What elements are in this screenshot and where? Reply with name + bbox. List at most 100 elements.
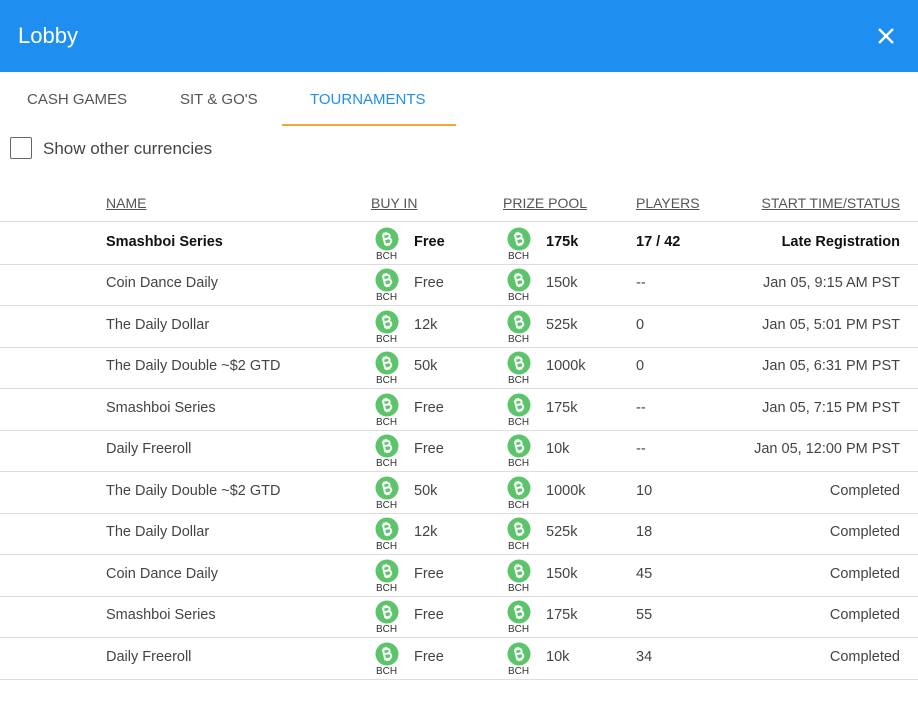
prize-pool: 175k (546, 399, 578, 416)
tab-active[interactable]: TOURNAMENTS (310, 91, 426, 108)
currency-icon (375, 476, 399, 500)
row-name[interactable]: The Daily Dollar (106, 524, 210, 541)
buy-in: Free (414, 648, 444, 665)
row-divider (0, 679, 918, 680)
currency-icon (375, 351, 399, 375)
row-name[interactable]: Smashboi Series (106, 607, 216, 624)
players: 45 (636, 565, 653, 582)
column-header[interactable]: BUY IN (371, 195, 418, 211)
status: Jan 05, 12:00 PM PST (754, 441, 900, 458)
players: 0 (636, 358, 645, 375)
row-name[interactable]: The Daily Double ~$2 GTD (106, 482, 281, 499)
players: 10 (636, 482, 653, 499)
currency-icon (507, 351, 531, 375)
currency-label: BCH (376, 250, 398, 262)
checkbox[interactable] (10, 137, 32, 159)
buy-in: Free (414, 233, 445, 250)
currency-label: BCH (508, 333, 530, 345)
status: Jan 05, 6:31 PM PST (762, 358, 900, 375)
status: Jan 05, 5:01 PM PST (762, 316, 900, 333)
currency-icon (507, 642, 531, 666)
currency-label: BCH (376, 375, 398, 387)
currency-label: BCH (508, 582, 530, 594)
row-divider (0, 471, 918, 472)
checkbox-label[interactable]: Show other currencies (43, 139, 213, 158)
buy-in: Free (414, 607, 444, 624)
currency-icon (375, 434, 399, 458)
buy-in: Free (414, 441, 444, 458)
players: 34 (636, 648, 653, 665)
prize-pool: 150k (546, 565, 578, 582)
row-name[interactable]: Coin Dance Daily (106, 275, 219, 292)
status: Jan 05, 7:15 PM PST (762, 399, 900, 416)
players: -- (636, 275, 646, 292)
buy-in: 12k (414, 316, 438, 333)
players: -- (636, 441, 646, 458)
prize-pool: 1000k (546, 482, 586, 499)
row-name[interactable]: Coin Dance Daily (106, 565, 219, 582)
row-divider (0, 347, 918, 348)
currency-label: BCH (508, 665, 530, 677)
prize-pool: 10k (546, 441, 570, 458)
currency-label: BCH (376, 665, 398, 677)
currency-icon (375, 310, 399, 334)
buy-in: Free (414, 399, 444, 416)
row-name[interactable]: The Daily Dollar (106, 316, 210, 333)
players: 55 (636, 607, 653, 624)
column-header[interactable]: NAME (106, 195, 147, 211)
tab-underline (282, 124, 456, 126)
currency-label: BCH (508, 541, 530, 553)
divider (0, 221, 918, 222)
tab[interactable]: SIT & GO'S (180, 91, 258, 108)
buy-in: Free (414, 275, 444, 292)
currency-icon (507, 517, 531, 541)
currency-icon (375, 642, 399, 666)
players: 18 (636, 524, 653, 541)
currency-label: BCH (508, 499, 530, 511)
currency-label: BCH (508, 624, 530, 636)
players: -- (636, 399, 646, 416)
status: Completed (829, 524, 900, 541)
row-name[interactable]: Daily Freeroll (106, 441, 192, 458)
row-name[interactable]: Daily Freeroll (106, 648, 192, 665)
players: 0 (636, 316, 645, 333)
row-divider (0, 596, 918, 597)
close-button[interactable] (877, 27, 895, 45)
currency-label: BCH (376, 458, 398, 470)
row-divider (0, 388, 918, 389)
currency-icon (375, 517, 399, 541)
window-title: Lobby (18, 23, 78, 48)
buy-in: 50k (414, 482, 438, 499)
row-name[interactable]: Smashboi Series (106, 233, 223, 250)
currency-icon (375, 600, 399, 624)
prize-pool: 175k (546, 607, 578, 624)
status: Completed (829, 482, 900, 499)
currency-icon (507, 476, 531, 500)
currency-label: BCH (376, 624, 398, 636)
currency-icon (375, 268, 399, 292)
row-divider (0, 430, 918, 431)
currency-icon (375, 559, 399, 583)
tab[interactable]: CASH GAMES (27, 91, 128, 108)
currency-icon (375, 227, 399, 251)
column-header[interactable]: START TIME/STATUS (761, 195, 900, 211)
status: Completed (829, 565, 900, 582)
currency-icon (507, 434, 531, 458)
currency-label: BCH (508, 458, 530, 470)
column-header[interactable]: PLAYERS (636, 195, 700, 211)
status: Completed (829, 607, 900, 624)
buy-in: 12k (414, 524, 438, 541)
currency-icon (507, 268, 531, 292)
status: Completed (829, 648, 900, 665)
currency-label: BCH (376, 416, 398, 428)
prize-pool: 175k (546, 233, 579, 250)
currency-icon (507, 310, 531, 334)
currency-icon (507, 393, 531, 417)
status: Late Registration (781, 233, 900, 250)
row-name[interactable]: The Daily Double ~$2 GTD (106, 358, 281, 375)
currency-label: BCH (376, 333, 398, 345)
currency-label: BCH (508, 416, 530, 428)
row-name[interactable]: Smashboi Series (106, 399, 216, 416)
column-header[interactable]: PRIZE POOL (503, 195, 588, 211)
